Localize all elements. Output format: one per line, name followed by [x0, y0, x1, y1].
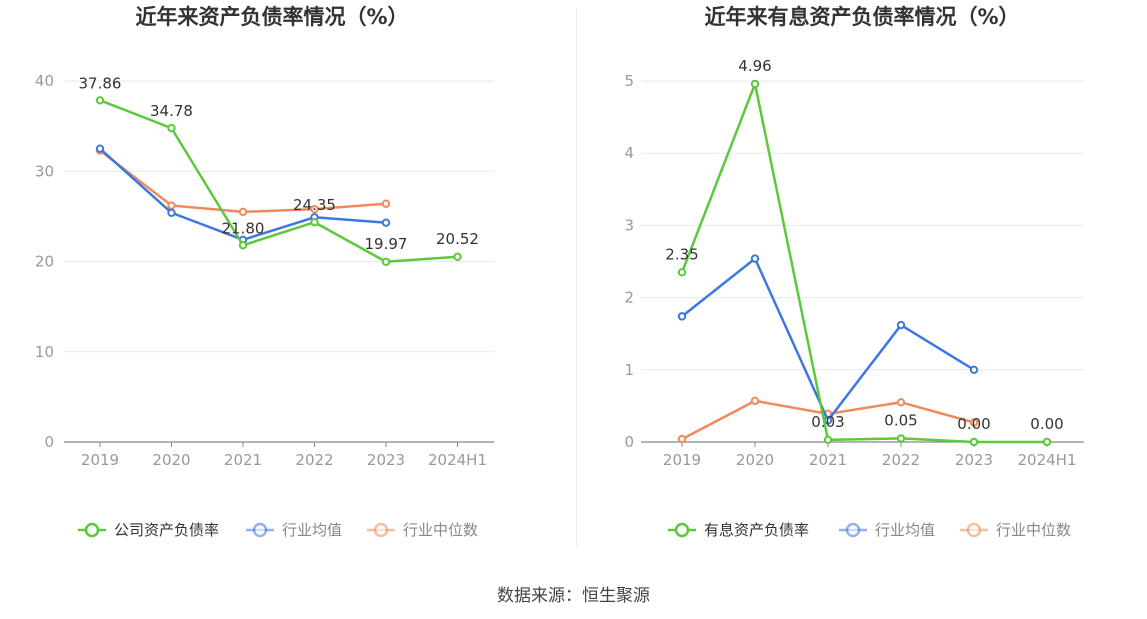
data-point [896, 398, 906, 407]
legend-item: 行业中位数 [367, 521, 478, 539]
data-point [167, 201, 176, 210]
series-line [680, 82, 1047, 444]
data-label: 0.05 [884, 411, 917, 429]
interest-bearing-liability-ratio-chart: 近年来有息资产负债率情况（%） 0 1 2 3 4 5 2019 2020 2021 2022 202… [624, 5, 1084, 539]
legend-label: 公司资产负债率 [114, 521, 219, 539]
data-point [677, 268, 687, 277]
y-tick-label: 0 [624, 433, 634, 451]
data-point [969, 365, 979, 374]
data-label: 37.86 [79, 74, 122, 92]
asset-liability-ratio-chart: 近年来资产负债率情况（%） 0 10 20 30 40 2019 2020 2021 2022 20… [35, 5, 494, 539]
data-label: 4.96 [738, 57, 771, 75]
data-point [381, 218, 391, 227]
data-point [167, 123, 176, 133]
x-tick-label: 2019 [81, 451, 119, 469]
x-tick-label: 2022 [882, 451, 920, 469]
y-tick-label: 2 [624, 289, 634, 307]
data-point [453, 252, 462, 262]
data-label: 0.00 [1030, 415, 1063, 433]
data-point [677, 312, 687, 321]
data-point [381, 257, 391, 266]
data-point [310, 218, 319, 227]
data-point [1042, 437, 1052, 447]
chart-title: 近年来有息资产负债率情况（%） [704, 5, 1019, 29]
data-point [896, 434, 906, 443]
legend-marker [674, 522, 690, 538]
data-source-note: 数据来源：恒生聚源 [497, 586, 650, 606]
legend-label: 行业中位数 [996, 521, 1071, 539]
x-tick-label: 2020 [152, 451, 190, 469]
legend-marker [373, 522, 389, 538]
data-label: 24.35 [293, 196, 336, 214]
data-label: 0.03 [811, 413, 844, 431]
data-point [750, 254, 760, 263]
data-label: 0.00 [957, 415, 990, 433]
x-tick-label: 2022 [295, 451, 333, 469]
data-point [381, 199, 391, 208]
legend-item: 行业均值 [839, 521, 935, 539]
panel-divider [576, 8, 577, 548]
y-tick-label: 30 [35, 162, 54, 180]
left-chart-panel: 近年来资产负债率情况（%） 0 10 20 30 40 2019 2020 2021 2022 20… [0, 0, 575, 550]
data-label: 19.97 [365, 235, 408, 253]
data-point [823, 435, 833, 445]
legend-label: 行业均值 [875, 521, 935, 539]
legend-item: 行业均值 [246, 521, 342, 539]
data-label: 34.78 [150, 102, 193, 120]
series-line [99, 99, 458, 264]
y-tick-label: 20 [35, 253, 54, 271]
data-point [969, 418, 979, 427]
x-tick-label: 2021 [224, 451, 262, 469]
x-tick-label: 2019 [663, 451, 701, 469]
legend-item: 有息资产负债率 [668, 521, 809, 539]
legend-marker [966, 522, 982, 538]
data-point [95, 96, 105, 105]
legend-item: 公司资产负债率 [78, 521, 219, 539]
y-tick-label: 3 [624, 216, 634, 234]
chart-title: 近年来资产负债率情况（%） [135, 5, 408, 29]
legend-label: 行业均值 [282, 521, 342, 539]
y-tick-label: 4 [624, 144, 634, 162]
y-tick-label: 5 [624, 72, 634, 90]
legend-marker [84, 522, 100, 538]
data-point [238, 207, 248, 217]
data-point [310, 204, 319, 214]
legend-item: 行业中位数 [960, 521, 1071, 539]
series-line [99, 149, 387, 214]
y-tick-label: 10 [35, 343, 54, 361]
data-point [969, 437, 979, 447]
y-tick-label: 40 [35, 72, 54, 90]
legend-label: 有息资产负债率 [704, 521, 809, 539]
y-tick-label: 0 [44, 433, 54, 451]
data-point [677, 434, 687, 444]
data-point [750, 396, 760, 406]
x-tick-label: 2023 [955, 451, 993, 469]
data-point [238, 241, 248, 250]
data-label: 2.35 [665, 245, 698, 263]
data-point [750, 79, 760, 89]
data-point [167, 208, 176, 217]
x-tick-label: 2024H1 [428, 451, 487, 469]
right-chart-panel: 近年来有息资产负债率情况（%） 0 1 2 3 4 5 2019 2020 2021 2022 202… [577, 0, 1147, 550]
x-tick-label: 2021 [809, 451, 847, 469]
x-tick-label: 2023 [367, 451, 405, 469]
data-point [896, 320, 906, 330]
y-tick-label: 1 [624, 361, 634, 379]
data-label: 21.80 [222, 219, 265, 237]
legend-marker [845, 522, 861, 538]
x-tick-label: 2020 [736, 451, 774, 469]
legend-label: 行业中位数 [403, 521, 478, 539]
data-point [95, 144, 105, 153]
legend-marker [252, 522, 268, 538]
series-line [681, 257, 975, 422]
x-tick-label: 2024H1 [1018, 451, 1077, 469]
data-label: 20.52 [436, 230, 479, 248]
